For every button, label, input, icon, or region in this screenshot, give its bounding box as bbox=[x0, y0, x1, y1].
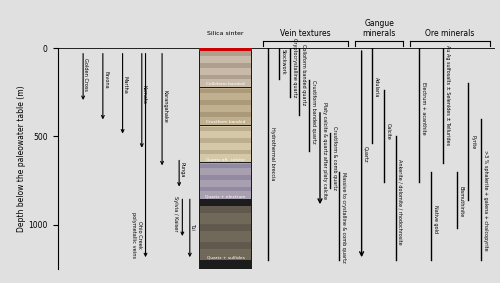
Bar bbox=[200, 224, 251, 231]
Text: Komata: Komata bbox=[142, 85, 147, 104]
Text: Ohio Creek
polymetallic veins: Ohio Creek polymetallic veins bbox=[131, 212, 142, 258]
Text: Calcite: Calcite bbox=[386, 123, 391, 140]
Bar bbox=[200, 126, 251, 162]
Text: >3 % sphalerite + galena + chalcopyrite: >3 % sphalerite + galena + chalcopyrite bbox=[482, 150, 488, 250]
Text: Ore minerals: Ore minerals bbox=[425, 29, 474, 38]
Bar bbox=[200, 206, 251, 260]
Y-axis label: Depth below the paleowater table (m): Depth below the paleowater table (m) bbox=[16, 85, 26, 232]
Bar bbox=[200, 75, 251, 79]
Bar bbox=[200, 206, 251, 213]
Text: Massive to crystalline & comb quartz: Massive to crystalline & comb quartz bbox=[342, 172, 346, 263]
Text: Crustform banded: Crustform banded bbox=[206, 120, 246, 124]
Text: Adularia: Adularia bbox=[374, 77, 380, 97]
Text: Cryptocrystalline quartz: Cryptocrystalline quartz bbox=[292, 38, 296, 97]
Text: Quartz + sulfides: Quartz + sulfides bbox=[206, 255, 244, 259]
Bar bbox=[200, 164, 251, 168]
Bar bbox=[200, 127, 251, 131]
Text: Bismuthinite: Bismuthinite bbox=[458, 186, 464, 217]
Text: Stockwork: Stockwork bbox=[281, 50, 286, 75]
Bar bbox=[200, 63, 251, 68]
Text: Punga: Punga bbox=[180, 162, 184, 178]
Text: Quartz aft. calcite: Quartz aft. calcite bbox=[206, 157, 245, 161]
Bar bbox=[200, 175, 251, 180]
Text: Pyrite: Pyrite bbox=[470, 135, 476, 149]
Bar bbox=[200, 100, 251, 105]
Bar bbox=[199, 48, 252, 269]
Text: Sylvia / Kaiser: Sylvia / Kaiser bbox=[173, 196, 178, 232]
Text: Native gold: Native gold bbox=[433, 205, 438, 233]
Text: Vein textures: Vein textures bbox=[280, 29, 331, 38]
Bar bbox=[200, 89, 251, 93]
Text: Colloform banded: Colloform banded bbox=[206, 82, 245, 86]
Text: Martha: Martha bbox=[123, 76, 128, 94]
Text: Favona: Favona bbox=[103, 71, 108, 89]
Bar bbox=[200, 112, 251, 117]
Text: Hydrothermal breccia: Hydrothermal breccia bbox=[270, 127, 276, 181]
Text: Tui: Tui bbox=[190, 223, 195, 230]
Text: Crustiform banded quartz: Crustiform banded quartz bbox=[312, 80, 316, 143]
Bar bbox=[200, 163, 251, 199]
Bar bbox=[200, 138, 251, 143]
Bar bbox=[199, 48, 252, 51]
Text: Gangue
minerals: Gangue minerals bbox=[362, 19, 396, 38]
Text: Electrum + acanthite: Electrum + acanthite bbox=[422, 82, 426, 134]
Bar bbox=[200, 241, 251, 249]
Bar bbox=[200, 52, 251, 56]
Text: Golden Cross: Golden Cross bbox=[84, 58, 88, 91]
Text: Quartz: Quartz bbox=[364, 146, 368, 162]
Text: Quartz + electrum: Quartz + electrum bbox=[206, 194, 246, 198]
Text: Crustiform & comb quartz: Crustiform & comb quartz bbox=[332, 126, 336, 190]
Bar bbox=[200, 88, 251, 125]
Bar bbox=[200, 187, 251, 191]
Text: Colloform banded quartz: Colloform banded quartz bbox=[302, 44, 306, 105]
Bar bbox=[200, 51, 251, 87]
Bar bbox=[200, 150, 251, 154]
Text: Platy calcite & quartz after platy calcite: Platy calcite & quartz after platy calci… bbox=[322, 102, 327, 199]
Text: Silica sinter: Silica sinter bbox=[208, 31, 244, 36]
Text: Ankerite / dolomite / rhodochrosite: Ankerite / dolomite / rhodochrosite bbox=[398, 159, 403, 245]
Text: Karangahake: Karangahake bbox=[162, 90, 167, 123]
Text: Au Ag sulfosalts ± Selenides ± Tellurides: Au Ag sulfosalts ± Selenides ± Telluride… bbox=[445, 45, 450, 145]
